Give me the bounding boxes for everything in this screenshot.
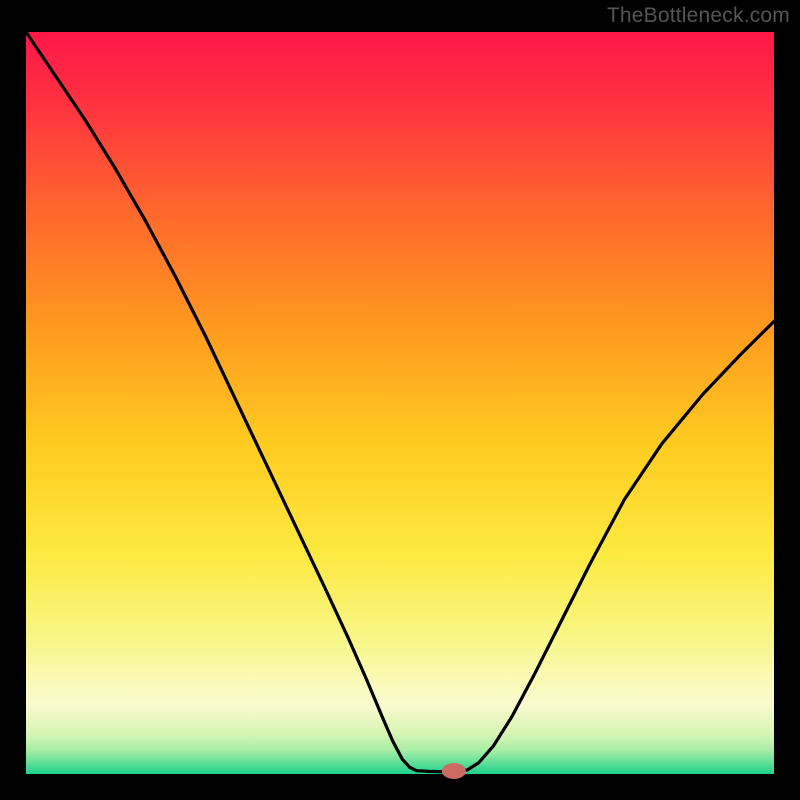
chart-container: TheBottleneck.com [0, 0, 800, 800]
plot-area [26, 32, 774, 774]
bottleneck-chart [0, 0, 800, 800]
selected-config-marker [442, 763, 466, 779]
